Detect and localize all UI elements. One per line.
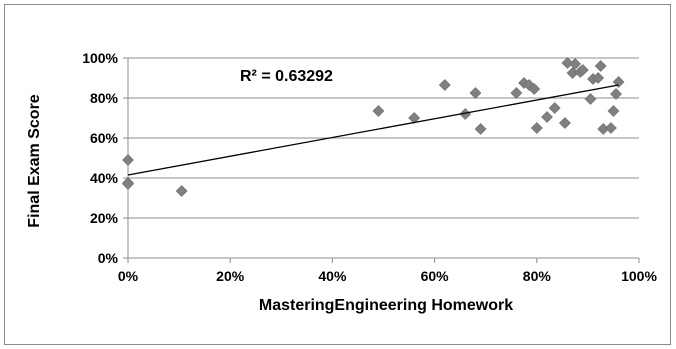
data-point [607, 105, 620, 117]
y-tick-label: 100% [82, 50, 118, 66]
data-point [558, 117, 571, 129]
x-tick-label: 20% [216, 268, 245, 284]
x-tick-labels: 0% 20% 40% 60% 80% 100% [118, 268, 658, 284]
data-point [592, 72, 605, 84]
data-point [438, 79, 451, 91]
y-tick-label: 80% [90, 90, 119, 106]
data-point [372, 105, 385, 117]
data-point [569, 58, 582, 70]
y-tick-label: 40% [90, 170, 119, 186]
y-tick-label: 60% [90, 130, 119, 146]
data-point [548, 102, 561, 114]
x-axis-title: MasteringEngineering Homework [259, 297, 513, 314]
axes [123, 57, 640, 263]
scatter-chart: 0% 20% 40% 60% 80% 100% 0% 20% 40% 60% 80% 100% R²… [26, 50, 658, 314]
data-point [528, 83, 541, 95]
x-tick-label: 60% [421, 268, 450, 284]
data-point [594, 60, 607, 72]
x-tick-label: 0% [118, 268, 139, 284]
data-point [612, 76, 625, 88]
x-tick-label: 40% [318, 268, 347, 284]
data-point [610, 88, 622, 100]
data-point [175, 185, 188, 197]
r-squared-annotation: R² = 0.63292 [240, 68, 333, 85]
trendline [127, 84, 619, 176]
data-point [576, 64, 589, 76]
data-point [122, 154, 134, 166]
data-point [541, 111, 553, 123]
x-tick-label: 80% [523, 268, 552, 284]
y-tick-label: 0% [98, 250, 119, 266]
chart-frame: 0% 20% 40% 60% 80% 100% 0% 20% 40% 60% 80% 100% R²… [4, 4, 671, 345]
y-tick-labels: 0% 20% 40% 60% 80% 100% [82, 50, 118, 266]
y-tick-label: 20% [90, 210, 119, 226]
gridlines [128, 57, 639, 219]
data-point [408, 112, 421, 124]
data-point [474, 123, 487, 135]
data-point [561, 57, 574, 69]
data-point [122, 178, 134, 190]
data-point [530, 122, 543, 134]
data-point [510, 87, 523, 99]
data-point [584, 93, 597, 105]
data-point [604, 122, 617, 134]
data-point [469, 87, 482, 99]
y-axis-title: Final Exam Score [26, 94, 43, 227]
x-tick-label: 100% [621, 268, 657, 284]
data-points [122, 57, 625, 197]
